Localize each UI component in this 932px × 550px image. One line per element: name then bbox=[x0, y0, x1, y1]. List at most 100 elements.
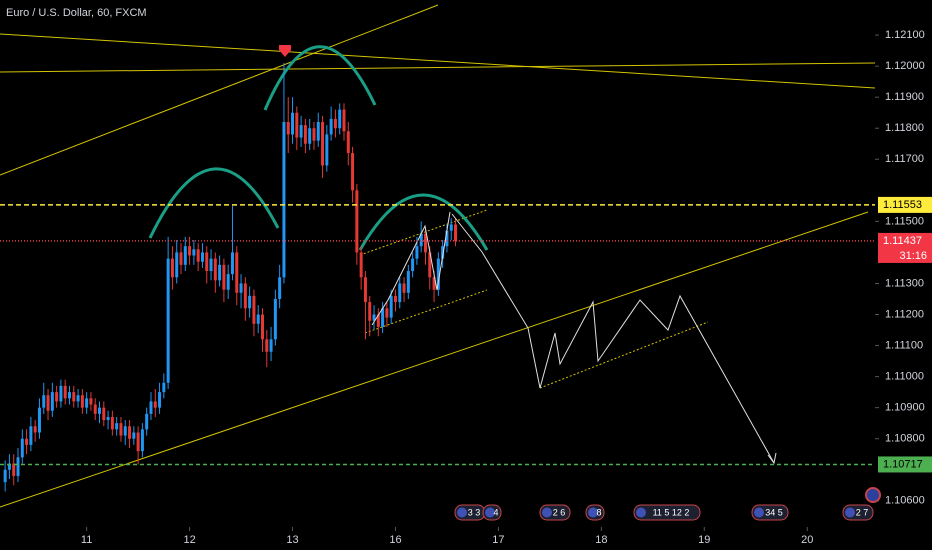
candle-body bbox=[415, 246, 419, 259]
candle-body bbox=[239, 283, 243, 293]
candle-body bbox=[389, 295, 393, 318]
candle-body bbox=[170, 258, 174, 278]
candle-body bbox=[260, 314, 265, 340]
candle-body bbox=[106, 416, 110, 421]
candle-body bbox=[192, 249, 196, 256]
candle-body bbox=[406, 271, 410, 293]
head-arc bbox=[263, 45, 377, 111]
shoulder-arc bbox=[358, 193, 489, 251]
candle-body bbox=[209, 258, 213, 272]
y-tick-label: 1.11800 bbox=[885, 122, 924, 134]
y-tick-label: 1.11900 bbox=[885, 91, 924, 103]
x-tick-label: 19 bbox=[698, 534, 710, 546]
drawings bbox=[0, 4, 876, 508]
candle-body bbox=[235, 252, 239, 293]
trend-line bbox=[0, 33, 876, 89]
candle-body bbox=[273, 298, 277, 340]
event-flag bbox=[754, 507, 764, 518]
y-tick-label: 1.10600 bbox=[885, 495, 925, 507]
candle-body bbox=[132, 432, 136, 439]
trend-line bbox=[0, 62, 876, 73]
candle-body bbox=[12, 463, 16, 476]
candle-body bbox=[445, 230, 449, 247]
candle-body bbox=[411, 258, 415, 272]
candle-body bbox=[321, 122, 325, 166]
candle-body bbox=[218, 264, 222, 281]
event-flag bbox=[457, 507, 467, 518]
candle-body bbox=[230, 252, 234, 275]
candle-body bbox=[312, 128, 316, 141]
candle-body bbox=[428, 252, 432, 278]
candle-body bbox=[85, 398, 89, 408]
candle-body bbox=[368, 302, 372, 321]
event-flag bbox=[845, 507, 855, 518]
event-label: 4 bbox=[493, 507, 498, 517]
candle-body bbox=[188, 246, 192, 256]
candle-body bbox=[205, 252, 209, 272]
candle-body bbox=[449, 224, 453, 231]
x-tick-label: 18 bbox=[595, 534, 607, 546]
candle-body bbox=[119, 423, 123, 436]
candle-body bbox=[50, 392, 54, 411]
candle-body bbox=[308, 128, 312, 144]
candle-body bbox=[226, 274, 230, 290]
event-icon bbox=[865, 487, 881, 503]
candle-body bbox=[20, 438, 24, 458]
candle-body bbox=[355, 190, 359, 253]
event-flag bbox=[588, 507, 598, 518]
event-flag bbox=[485, 507, 495, 518]
price-label: 1.11553 bbox=[883, 199, 922, 211]
signal-marker bbox=[279, 45, 291, 57]
candle-body bbox=[436, 258, 440, 290]
candle-body bbox=[33, 426, 37, 433]
candle-body bbox=[295, 112, 299, 138]
candle-body bbox=[248, 295, 252, 309]
candle-body bbox=[265, 339, 269, 352]
candle-body bbox=[153, 401, 157, 408]
candle-body bbox=[286, 122, 290, 135]
event-label: 2 6 bbox=[553, 507, 566, 517]
y-tick-label: 1.11700 bbox=[885, 153, 924, 165]
candle-body bbox=[316, 122, 320, 141]
price-label: 1.10717 bbox=[883, 458, 923, 470]
candle-body bbox=[158, 392, 162, 408]
price-label-box bbox=[878, 196, 932, 213]
candle-body bbox=[145, 413, 149, 430]
y-tick-label: 1.11000 bbox=[885, 371, 924, 383]
candle-body bbox=[63, 385, 67, 399]
candle-body bbox=[25, 438, 29, 445]
candle-body bbox=[128, 426, 132, 439]
candle-body bbox=[338, 109, 342, 129]
candle-body bbox=[136, 432, 140, 452]
arrow-head bbox=[767, 452, 777, 465]
candle-body bbox=[381, 308, 385, 327]
y-tick-label: 1.11300 bbox=[885, 277, 924, 289]
event-label: 2 7 bbox=[856, 507, 869, 517]
event-marker bbox=[633, 504, 701, 521]
candle-body bbox=[342, 109, 346, 132]
candle-body bbox=[162, 382, 166, 393]
candle-body bbox=[115, 423, 119, 430]
candle-body bbox=[72, 392, 76, 402]
candle-body bbox=[89, 398, 93, 405]
countdown: 31:16 bbox=[899, 250, 927, 262]
candle-body bbox=[200, 252, 204, 262]
candle-body bbox=[269, 339, 273, 352]
candle-body bbox=[398, 283, 402, 303]
trend-line bbox=[0, 4, 439, 176]
candle-body bbox=[278, 277, 282, 299]
channel-line bbox=[364, 289, 488, 334]
candle-body bbox=[37, 407, 41, 433]
candle-body bbox=[291, 112, 295, 135]
candle-body bbox=[243, 283, 247, 309]
x-tick-label: 17 bbox=[492, 534, 504, 546]
candle-body bbox=[441, 246, 445, 259]
y-tick-label: 1.11500 bbox=[885, 215, 924, 227]
candle-body bbox=[376, 314, 380, 327]
projection-path bbox=[451, 213, 775, 464]
event-label: 34 5 bbox=[765, 507, 783, 517]
x-tick-label: 20 bbox=[801, 534, 813, 546]
axes: 1.12100 1.12000 1.11900 1.11800 1.11700 1.115… bbox=[0, 29, 932, 546]
